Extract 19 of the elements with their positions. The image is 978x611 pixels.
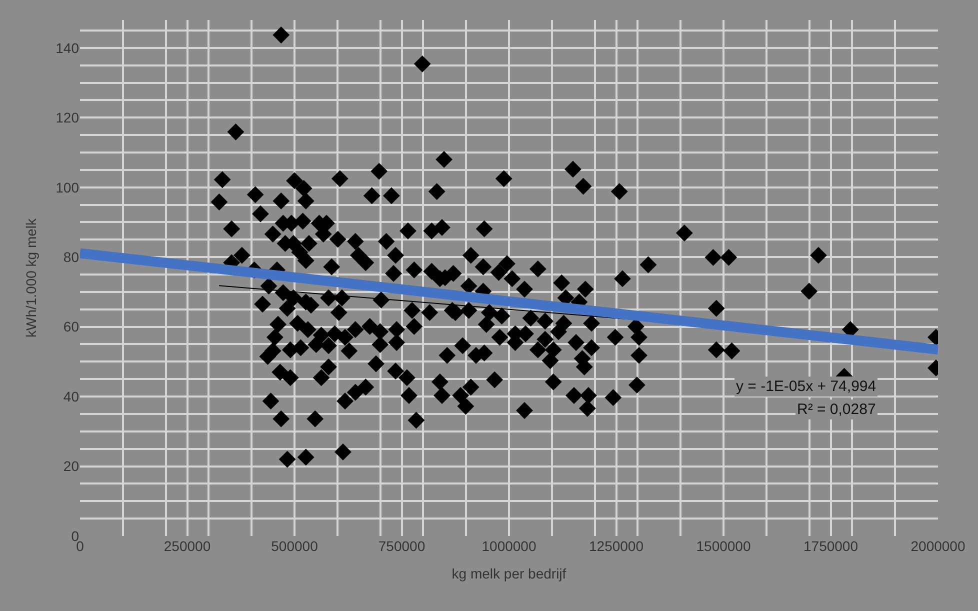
- x-tick-label: 2000000: [910, 538, 966, 554]
- x-axis-title: kg melk per bedrijf: [452, 565, 566, 582]
- x-tick-label: 1750000: [803, 538, 858, 554]
- y-tick-label: 80: [63, 248, 80, 265]
- y-tick-label: 40: [63, 388, 80, 404]
- annotation: y = -1E-05x + 74,994: [736, 378, 876, 395]
- y-tick-label: 60: [63, 318, 80, 335]
- x-tick-label: 500000: [271, 538, 318, 554]
- y-axis-title: kWh/1.000 kg melk: [23, 217, 40, 338]
- y-tick-label: 140: [56, 40, 80, 56]
- x-tick-label: 1000000: [482, 538, 536, 554]
- x-tick-label: 1500000: [696, 538, 751, 554]
- y-tick-label: 100: [56, 179, 80, 196]
- y-tick-label: 120: [56, 110, 80, 126]
- x-tick-label: 250000: [164, 538, 211, 554]
- y-tick-label: 20: [63, 458, 80, 474]
- x-tick-label: 1250000: [588, 538, 644, 554]
- x-tick-label: 750000: [378, 538, 426, 554]
- annotation: R² = 0,0287: [797, 401, 876, 418]
